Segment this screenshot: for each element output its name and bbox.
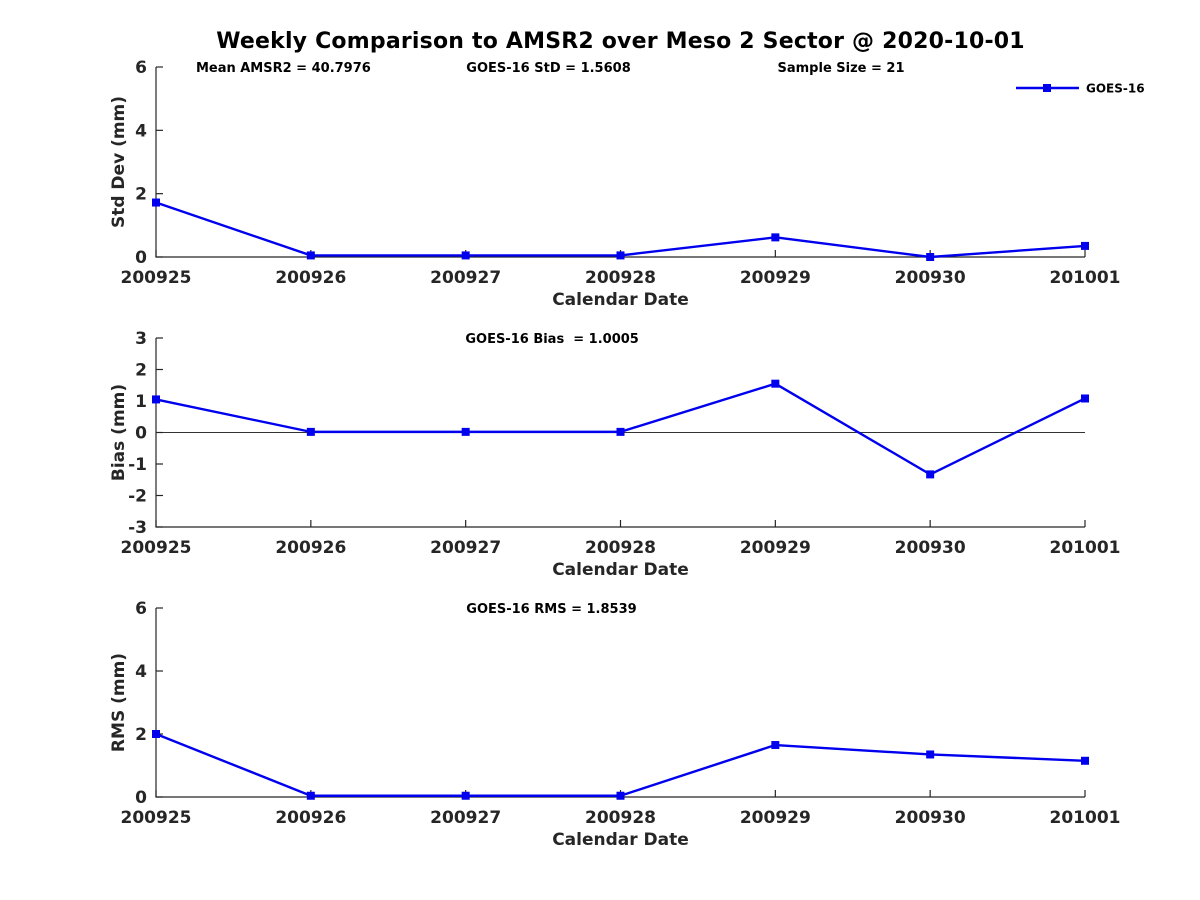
legend-label: GOES-16 [1086,82,1145,96]
x-tick-label: 200930 [895,538,966,558]
y-tick-label: 6 [135,599,147,619]
data-point-marker [306,427,315,436]
data-point-marker [1081,756,1089,765]
data-point-marker [1081,394,1089,403]
stat-annotation: Sample Size = 21 [778,61,905,76]
data-point-marker [616,427,625,436]
y-tick-label: 0 [135,788,147,808]
axes-frame [155,67,1085,258]
x-tick-label: 200929 [740,268,811,288]
data-point-marker [771,379,780,388]
data-point-marker [926,750,935,759]
stat-annotation: GOES-16 StD = 1.5608 [466,61,630,76]
stat-annotation: Mean AMSR2 = 40.7976 [196,61,371,76]
x-tick-label: 200928 [585,538,656,558]
x-tick-label: 200925 [121,268,192,288]
axes-frame [155,608,1085,798]
stat-annotation: GOES-16 Bias = 1.0005 [465,332,639,347]
y-axis-title: Bias (mm) [109,384,129,481]
x-tick-label: 200927 [430,808,501,828]
x-tick-label: 200930 [895,808,966,828]
data-point-marker [926,253,935,261]
y-tick-label: 6 [135,58,147,78]
y-tick-label: -3 [128,518,147,538]
x-tick-label: 201001 [1050,808,1121,828]
x-tick-label: 200927 [430,268,501,288]
series-line [155,201,1086,259]
data-point-marker [306,251,315,260]
y-tick-label: 2 [135,185,147,205]
x-tick-label: 200928 [585,268,656,288]
data-point-marker [1081,241,1089,250]
y-tick-label: 2 [135,725,147,745]
y-tick-label: 0 [135,424,147,444]
data-point-marker [461,427,470,436]
x-tick-label: 201001 [1050,538,1121,558]
x-axis-title: Calendar Date [552,560,689,580]
x-tick-label: 200930 [895,268,966,288]
y-tick-label: 3 [135,329,147,349]
x-tick-label: 200926 [275,808,346,828]
y-tick-label: -1 [128,455,147,475]
x-tick-label: 200925 [121,538,192,558]
data-point-marker [771,741,780,750]
data-point-marker [152,395,160,404]
y-tick-label: 4 [135,662,147,682]
series-line [155,732,1086,797]
x-axis-title: Calendar Date [552,830,689,850]
chart-main-title: Weekly Comparison to AMSR2 over Meso 2 S… [216,29,1025,54]
y-tick-label: 2 [135,361,147,381]
y-tick-label: -2 [128,487,147,507]
data-point-marker [771,233,780,242]
y-axis-title: Std Dev (mm) [109,96,129,228]
data-point-marker [152,730,160,738]
x-axis-title: Calendar Date [552,290,689,310]
data-point-marker [461,251,470,260]
y-tick-label: 4 [135,121,147,141]
x-tick-label: 200926 [275,268,346,288]
y-tick-label: 1 [135,392,147,412]
data-point-marker [616,251,625,260]
data-point-marker [461,791,470,800]
x-tick-label: 201001 [1050,268,1121,288]
data-point-marker [306,791,315,800]
data-point-marker [152,198,160,207]
y-tick-label: 0 [135,248,147,268]
x-tick-label: 200925 [121,808,192,828]
x-tick-label: 200926 [275,538,346,558]
legend-marker [1043,84,1051,92]
data-point-marker [926,470,935,479]
data-point-marker [616,791,625,800]
x-tick-label: 200929 [740,808,811,828]
y-axis-title: RMS (mm) [109,653,129,752]
stat-annotation: GOES-16 RMS = 1.8539 [466,602,636,617]
x-tick-label: 200929 [740,538,811,558]
x-tick-label: 200927 [430,538,501,558]
x-tick-label: 200928 [585,808,656,828]
